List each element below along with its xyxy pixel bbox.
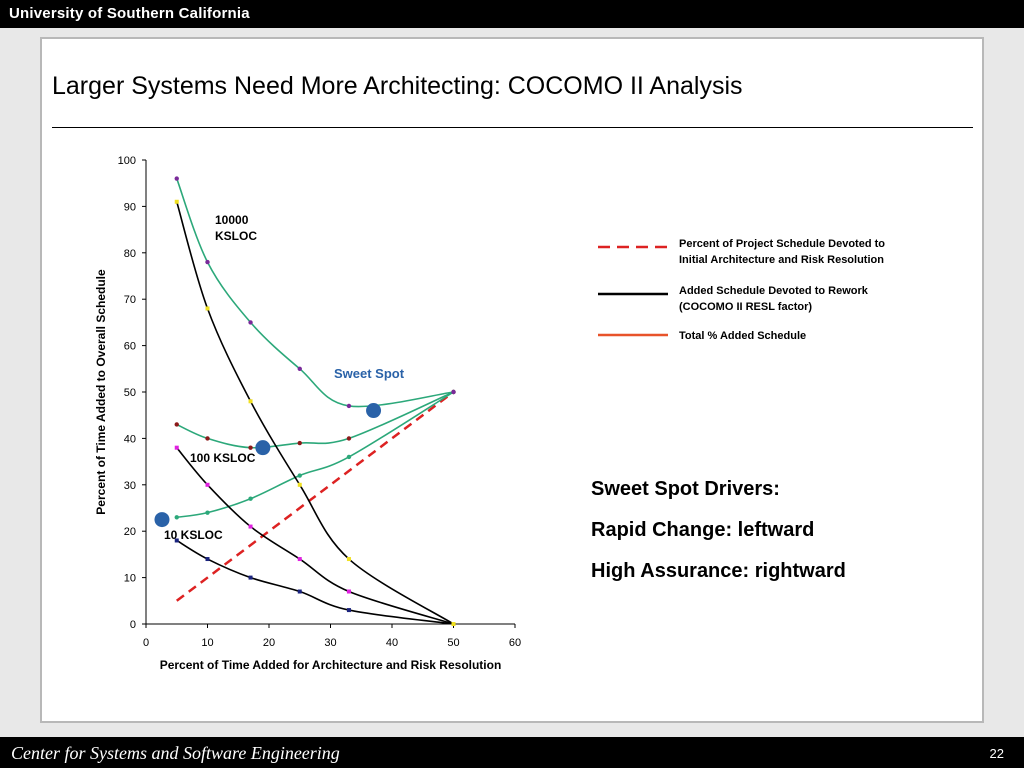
rework-point-10000-ksloc xyxy=(248,399,253,404)
sweet-spot-dot xyxy=(255,440,271,456)
rework-point-10-ksloc xyxy=(297,589,302,594)
label-10000-line2: KSLOC xyxy=(215,229,257,243)
title-divider xyxy=(52,127,973,128)
rework-point-10-ksloc xyxy=(248,575,253,580)
y-tick-label: 60 xyxy=(124,341,136,353)
total-point-10000-ksloc xyxy=(297,366,302,371)
y-tick-label: 30 xyxy=(124,480,136,492)
architecture-dashed-line xyxy=(175,391,455,602)
sweet-spot-label: Sweet Spot xyxy=(334,366,405,381)
y-tick-label: 10 xyxy=(124,573,136,585)
legend-label: Initial Architecture and Risk Resolution xyxy=(679,254,884,266)
total-point-10-ksloc xyxy=(248,496,253,501)
y-axis-title: Percent of Time Added to Overall Schedul… xyxy=(94,269,108,515)
total-point-10000-ksloc xyxy=(248,320,253,325)
drivers-heading: Sweet Spot Drivers: xyxy=(591,478,780,500)
rework-point-10000-ksloc xyxy=(205,306,210,311)
y-tick-label: 70 xyxy=(124,294,136,306)
total-point-10000-ksloc xyxy=(174,176,179,181)
rework-point-10000-ksloc xyxy=(451,622,456,626)
legend-label: Percent of Project Schedule Devoted to xyxy=(679,238,885,250)
x-tick-label: 50 xyxy=(447,637,459,649)
rework-point-100-ksloc xyxy=(248,524,253,529)
label-10-ksloc: 10 KSLOC xyxy=(164,528,223,542)
total-point-100-ksloc xyxy=(174,422,179,427)
legend-label: (COCOMO II RESL factor) xyxy=(679,301,812,313)
rework-point-100-ksloc xyxy=(205,482,210,487)
sweet-spot-dot xyxy=(154,512,170,528)
y-tick-label: 80 xyxy=(124,248,136,260)
y-tick-label: 90 xyxy=(124,201,136,213)
center-name: Center for Systems and Software Engineer… xyxy=(11,743,340,763)
sweet-spot-dot xyxy=(366,403,382,419)
university-name: University of Southern California xyxy=(9,5,250,22)
drivers-rapid-change: Rapid Change: leftward xyxy=(591,519,815,541)
slide-title: Larger Systems Need More Architecting: C… xyxy=(52,72,743,100)
rework-point-100-ksloc xyxy=(174,445,179,450)
rework-point-10-ksloc xyxy=(346,608,351,613)
y-tick-label: 0 xyxy=(130,619,136,631)
rework-point-10000-ksloc xyxy=(297,482,302,487)
total-point-10-ksloc xyxy=(205,510,210,515)
total-point-10-ksloc xyxy=(174,515,179,520)
rework-point-100-ksloc xyxy=(346,589,351,594)
total-point-10-ksloc xyxy=(297,473,302,478)
sweet-spot-drivers: Sweet Spot Drivers: Rapid Change: leftwa… xyxy=(591,478,846,601)
y-tick-label: 20 xyxy=(124,526,136,538)
rework-point-10-ksloc xyxy=(174,538,179,543)
total-point-100-ksloc xyxy=(346,436,352,441)
rework-line-10000-ksloc xyxy=(175,201,454,625)
drivers-high-assurance: High Assurance: rightward xyxy=(591,560,846,582)
total-point-100-ksloc xyxy=(297,440,302,446)
x-tick-label: 40 xyxy=(386,637,398,649)
x-tick-label: 30 xyxy=(324,637,336,649)
x-tick-label: 20 xyxy=(263,637,275,649)
rework-point-10-ksloc xyxy=(205,557,210,562)
legend-label: Total % Added Schedule xyxy=(679,330,806,342)
legend-label: Added Schedule Devoted to Rework xyxy=(679,285,869,297)
x-tick-label: 0 xyxy=(143,637,149,649)
x-axis-title: Percent of Time Added for Architecture a… xyxy=(160,658,502,672)
rework-point-10000-ksloc xyxy=(346,557,351,562)
y-tick-label: 100 xyxy=(118,155,136,167)
page-number: 22 xyxy=(989,746,1004,761)
footer-bar: Center for Systems and Software Engineer… xyxy=(0,737,1024,768)
header-bar: University of Southern California xyxy=(0,0,1024,28)
label-100-ksloc: 100 KSLOC xyxy=(190,451,256,465)
rework-point-10000-ksloc xyxy=(174,199,179,204)
label-10000-line1: 10000 xyxy=(215,213,249,227)
total-point-10000-ksloc xyxy=(451,389,456,395)
total-point-100-ksloc xyxy=(248,445,253,450)
total-point-10000-ksloc xyxy=(205,259,210,265)
x-tick-label: 10 xyxy=(201,637,213,649)
total-point-10-ksloc xyxy=(346,454,352,460)
slide-frame xyxy=(40,37,984,723)
total-point-100-ksloc xyxy=(205,436,210,441)
total-point-10000-ksloc xyxy=(346,403,352,409)
rework-point-100-ksloc xyxy=(297,557,302,562)
y-tick-label: 50 xyxy=(124,387,136,399)
x-tick-label: 60 xyxy=(509,637,521,649)
y-tick-label: 40 xyxy=(124,433,136,445)
